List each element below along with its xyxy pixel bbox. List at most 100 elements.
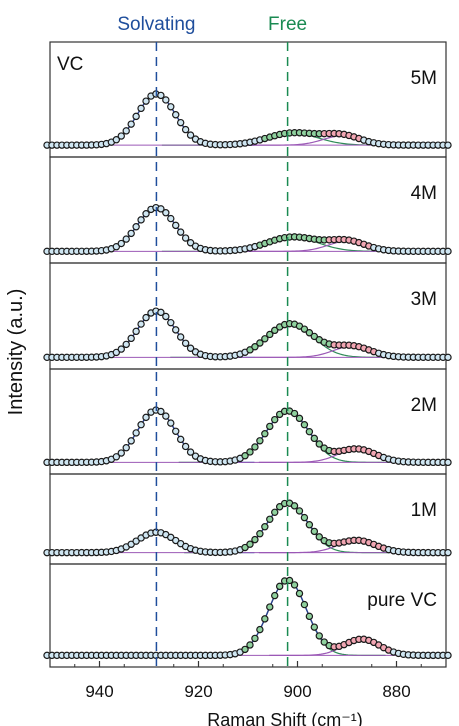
data-point [275,582,284,591]
data-point [271,591,279,600]
data-point [127,229,135,238]
data-point [186,448,195,456]
data-point [266,603,274,611]
data-point [310,527,319,536]
data-point [181,125,190,134]
data-point [305,329,314,337]
data-point [142,210,150,218]
data-point [300,600,309,609]
data-point [112,348,121,357]
panel-label: pure VC [367,590,437,611]
data-point [132,112,140,121]
data-point [256,339,264,347]
data-point [137,216,145,224]
data-point [310,434,319,443]
data-point [132,537,140,545]
panels-layer: 5M 4M 3M 2M 1M pure VC [43,41,452,668]
data-point [172,427,180,435]
data-point [167,214,175,223]
data-point [444,458,452,467]
data-point [300,421,309,429]
data-point [444,548,452,557]
data-point [305,521,314,529]
data-point [132,327,140,336]
data-point [305,612,314,621]
data-point [290,502,299,510]
data-point [181,234,190,242]
data-point [251,443,259,451]
data-point [127,334,135,343]
data-point [176,118,185,127]
spectrum-panel: 5M [43,41,452,158]
data-point [167,419,175,427]
data-point [256,437,264,445]
x-axis: 940 920 900 880 [74,661,422,701]
data-point [117,132,125,140]
data-point [444,651,452,660]
data-point [162,96,170,104]
data-point [241,543,249,552]
data-point [444,141,452,149]
data-point [157,308,165,317]
data-point [295,589,304,598]
data-point [142,97,150,105]
spectrum-panel: 1M [43,473,452,565]
data-point [444,247,452,256]
x-tick-label: 920 [184,682,212,701]
data-point [157,407,165,416]
fit-total [50,93,446,146]
reference-label-solvating: Solvating [117,14,195,35]
data-point [172,111,180,119]
spectrum-panel: pure VC [43,563,452,668]
data-point [186,344,195,352]
data-point [290,409,299,418]
data-point [310,332,319,341]
data-point [266,515,274,524]
data-point [310,623,319,631]
data-point [256,530,264,538]
data-point [271,415,279,424]
data-point [246,641,254,649]
data-point [256,625,264,634]
data-point [167,103,175,111]
data-point [162,312,170,321]
data-point [241,645,249,654]
data-point [251,634,259,643]
data-point [167,318,175,327]
data-point [186,239,195,247]
data-point [127,437,135,445]
data-point [251,343,259,351]
data-point [315,632,323,640]
data-point [117,345,125,353]
data-point [117,449,125,457]
data-point [266,422,274,431]
data-point [142,413,150,422]
data-point [315,440,323,448]
spectrum-panel: 4M [43,156,452,264]
panel-frame [49,563,447,668]
data-point [275,503,284,511]
data-point [315,533,323,541]
data-point [295,507,304,515]
data-point [181,442,190,451]
data-point [241,452,249,460]
data-point [142,313,150,322]
spectrum-panel: 2M [43,368,452,475]
data-point [320,638,328,646]
reference-label-free: Free [268,14,307,35]
data-point [261,615,269,623]
data-point [127,120,135,128]
data-point [122,235,130,243]
sample-label: VC [57,54,83,75]
data-point [300,325,309,333]
data-point [132,223,140,231]
data-point [117,239,125,248]
x-tick-label: 880 [382,682,410,701]
data-point [266,330,274,339]
data-point [290,581,299,589]
data-point [300,513,309,522]
data-point [112,136,121,144]
data-point [295,414,304,423]
data-point [261,523,269,531]
panel-label: 1M [411,500,437,521]
